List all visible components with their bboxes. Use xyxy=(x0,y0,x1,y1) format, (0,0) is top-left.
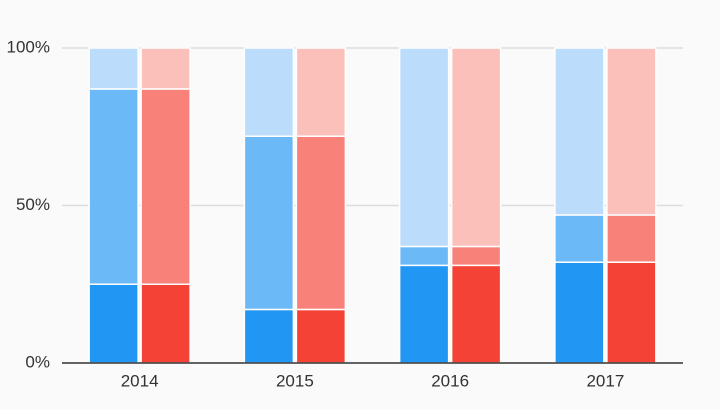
bar-segment xyxy=(140,88,191,285)
bar-segment xyxy=(554,261,605,364)
y-tick-label: 50% xyxy=(16,195,50,214)
bar-segment xyxy=(606,214,657,263)
y-tick-label: 0% xyxy=(25,352,50,371)
bar-segment xyxy=(295,47,347,137)
bar-segment xyxy=(398,264,450,364)
bar-segment xyxy=(554,214,605,263)
bar-segment xyxy=(295,308,347,364)
x-tick-label: 2015 xyxy=(276,371,314,390)
bar-segment xyxy=(88,88,139,285)
bar-segment xyxy=(88,283,139,364)
x-tick-label: 2017 xyxy=(586,371,624,390)
bar-segment xyxy=(398,245,450,267)
bar-segment xyxy=(606,261,657,364)
bar-segment xyxy=(295,135,347,311)
bar-segment xyxy=(450,47,502,248)
bar-segment xyxy=(140,283,191,364)
bar-segment xyxy=(243,308,295,364)
x-tick-label: 2014 xyxy=(121,371,159,390)
bar-segment xyxy=(398,47,450,248)
bar-segment xyxy=(140,47,191,90)
bar-segment xyxy=(606,47,657,216)
bar-segment xyxy=(88,47,139,90)
bar-segment xyxy=(450,245,502,267)
y-tick-label: 100% xyxy=(7,37,50,56)
bar-segment xyxy=(554,47,605,216)
bar-segment xyxy=(243,135,295,311)
x-tick-label: 2016 xyxy=(431,371,469,390)
bar-segment xyxy=(243,47,295,137)
bar-segment xyxy=(450,264,502,364)
